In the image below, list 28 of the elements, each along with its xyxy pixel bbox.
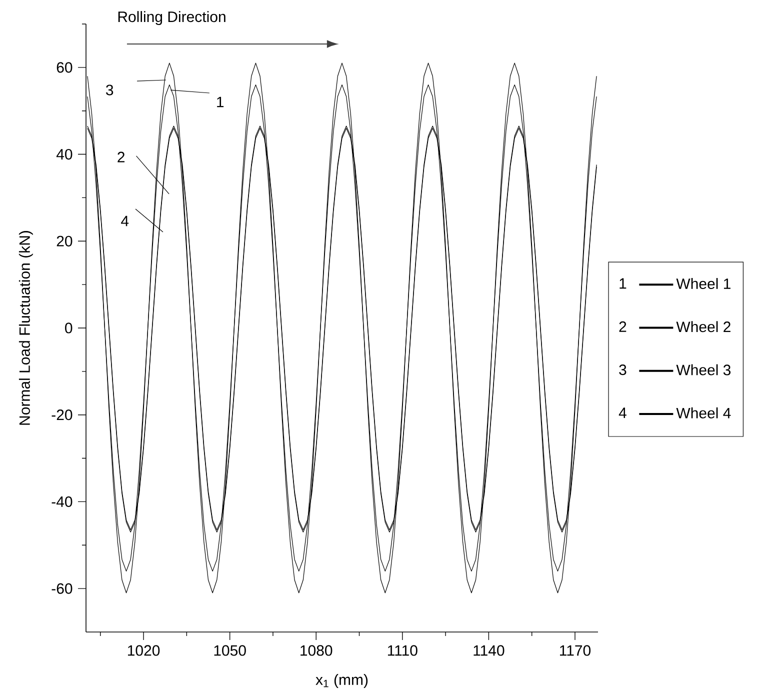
- text: 1: [620, 278, 626, 289]
- x-tick-label: 1140: [474, 645, 504, 656]
- x-tick-label: 1050: [214, 645, 246, 656]
- legend-label: Wheel 2: [676, 321, 730, 332]
- annotation: 2: [118, 152, 124, 162]
- y-axis-title: Normal Load Fluctuation (kN): [18, 231, 33, 425]
- x-tick-label: 1080: [300, 645, 332, 656]
- annotation: 3: [106, 84, 114, 96]
- x-axis-title: x$_{1}$ (mm): [316, 674, 368, 688]
- y-tick-label: 20: [56, 236, 72, 246]
- y-tick-label: 60: [56, 62, 72, 73]
- text: 3: [619, 364, 626, 376]
- x-tick-label: 1110: [388, 645, 418, 656]
- legend-label: Wheel 4: [676, 407, 731, 418]
- y-tick-label: 0: [65, 322, 72, 334]
- y-tick-label: -40: [52, 496, 72, 508]
- annotation: 4: [121, 216, 129, 226]
- x-tick-label: 1020: [128, 645, 160, 656]
- legend-label: Wheel 1: [676, 278, 730, 290]
- annotation: Rolling Direction: [118, 11, 226, 26]
- y-tick-label: -60: [52, 583, 72, 594]
- legend-label: Wheel 3: [676, 364, 731, 376]
- text: 2: [619, 321, 626, 332]
- y-tick-label: -20: [52, 410, 72, 420]
- annotation: 1: [217, 96, 224, 108]
- x-tick-label: 1170: [560, 645, 591, 656]
- text: 4: [618, 408, 626, 418]
- y-tick-label: 40: [56, 148, 72, 160]
